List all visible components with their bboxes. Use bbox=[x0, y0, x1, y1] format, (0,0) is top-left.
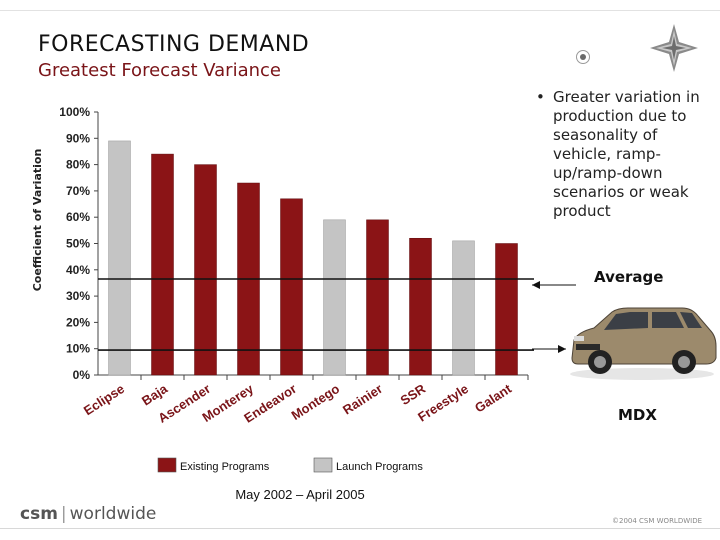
bar bbox=[280, 198, 303, 376]
legend-label: Existing Programs bbox=[180, 461, 270, 473]
bar bbox=[495, 243, 518, 376]
copyright-text: ©2004 CSM WORLDWIDE bbox=[612, 517, 703, 525]
legend-label: Launch Programs bbox=[336, 461, 423, 473]
target-icon bbox=[576, 50, 590, 64]
y-axis-title: Coefficient of Variation bbox=[31, 149, 44, 292]
date-range-label: May 2002 – April 2005 bbox=[235, 487, 364, 502]
x-tick-label: Baja bbox=[139, 381, 171, 409]
bar bbox=[366, 219, 389, 376]
y-tick-label: 60% bbox=[66, 210, 90, 224]
x-tick-label: Montego bbox=[289, 381, 343, 423]
y-tick-label: 100% bbox=[59, 105, 90, 119]
y-tick-label: 80% bbox=[66, 158, 90, 172]
mdx-arrowhead bbox=[558, 345, 566, 353]
bar bbox=[108, 140, 131, 376]
x-tick-label: Eclipse bbox=[81, 381, 127, 418]
bullet-dot: • bbox=[536, 88, 545, 106]
bar bbox=[409, 237, 432, 376]
average-arrowhead bbox=[532, 281, 540, 289]
y-tick-label: 70% bbox=[66, 184, 90, 198]
bar bbox=[452, 240, 475, 376]
slide-title: FORECASTING DEMAND bbox=[38, 32, 310, 57]
car-image bbox=[570, 307, 717, 380]
mdx-label: MDX bbox=[618, 406, 657, 424]
x-tick-label: Galant bbox=[472, 381, 515, 416]
y-tick-label: 50% bbox=[66, 237, 90, 251]
bar bbox=[323, 219, 346, 376]
logo-worldwide: worldwide bbox=[69, 504, 157, 524]
bar bbox=[194, 164, 217, 376]
y-tick-label: 20% bbox=[66, 315, 90, 329]
legend-swatch bbox=[313, 457, 333, 473]
y-tick-label: 90% bbox=[66, 131, 90, 145]
y-tick-label: 40% bbox=[66, 263, 90, 277]
slide-subtitle: Greatest Forecast Variance bbox=[38, 60, 281, 81]
csm-worldwide-logo: csm | worldwide bbox=[20, 504, 157, 524]
bar bbox=[151, 153, 174, 376]
x-tick-label: SSR bbox=[398, 381, 429, 408]
y-tick-label: 0% bbox=[73, 368, 91, 382]
legend-swatch bbox=[157, 457, 177, 473]
y-tick-label: 10% bbox=[66, 342, 90, 356]
bullet-text: Greater variation in production due to s… bbox=[553, 88, 700, 220]
star-logo-icon bbox=[650, 24, 698, 72]
y-tick-label: 30% bbox=[66, 289, 90, 303]
top-header-strip bbox=[0, 0, 720, 11]
logo-csm: csm bbox=[20, 504, 58, 524]
bullet-point: • Greater variation in production due to… bbox=[536, 88, 716, 221]
x-tick-label: Rainier bbox=[340, 381, 385, 418]
average-label: Average bbox=[594, 268, 664, 286]
footer-rule bbox=[0, 528, 720, 529]
